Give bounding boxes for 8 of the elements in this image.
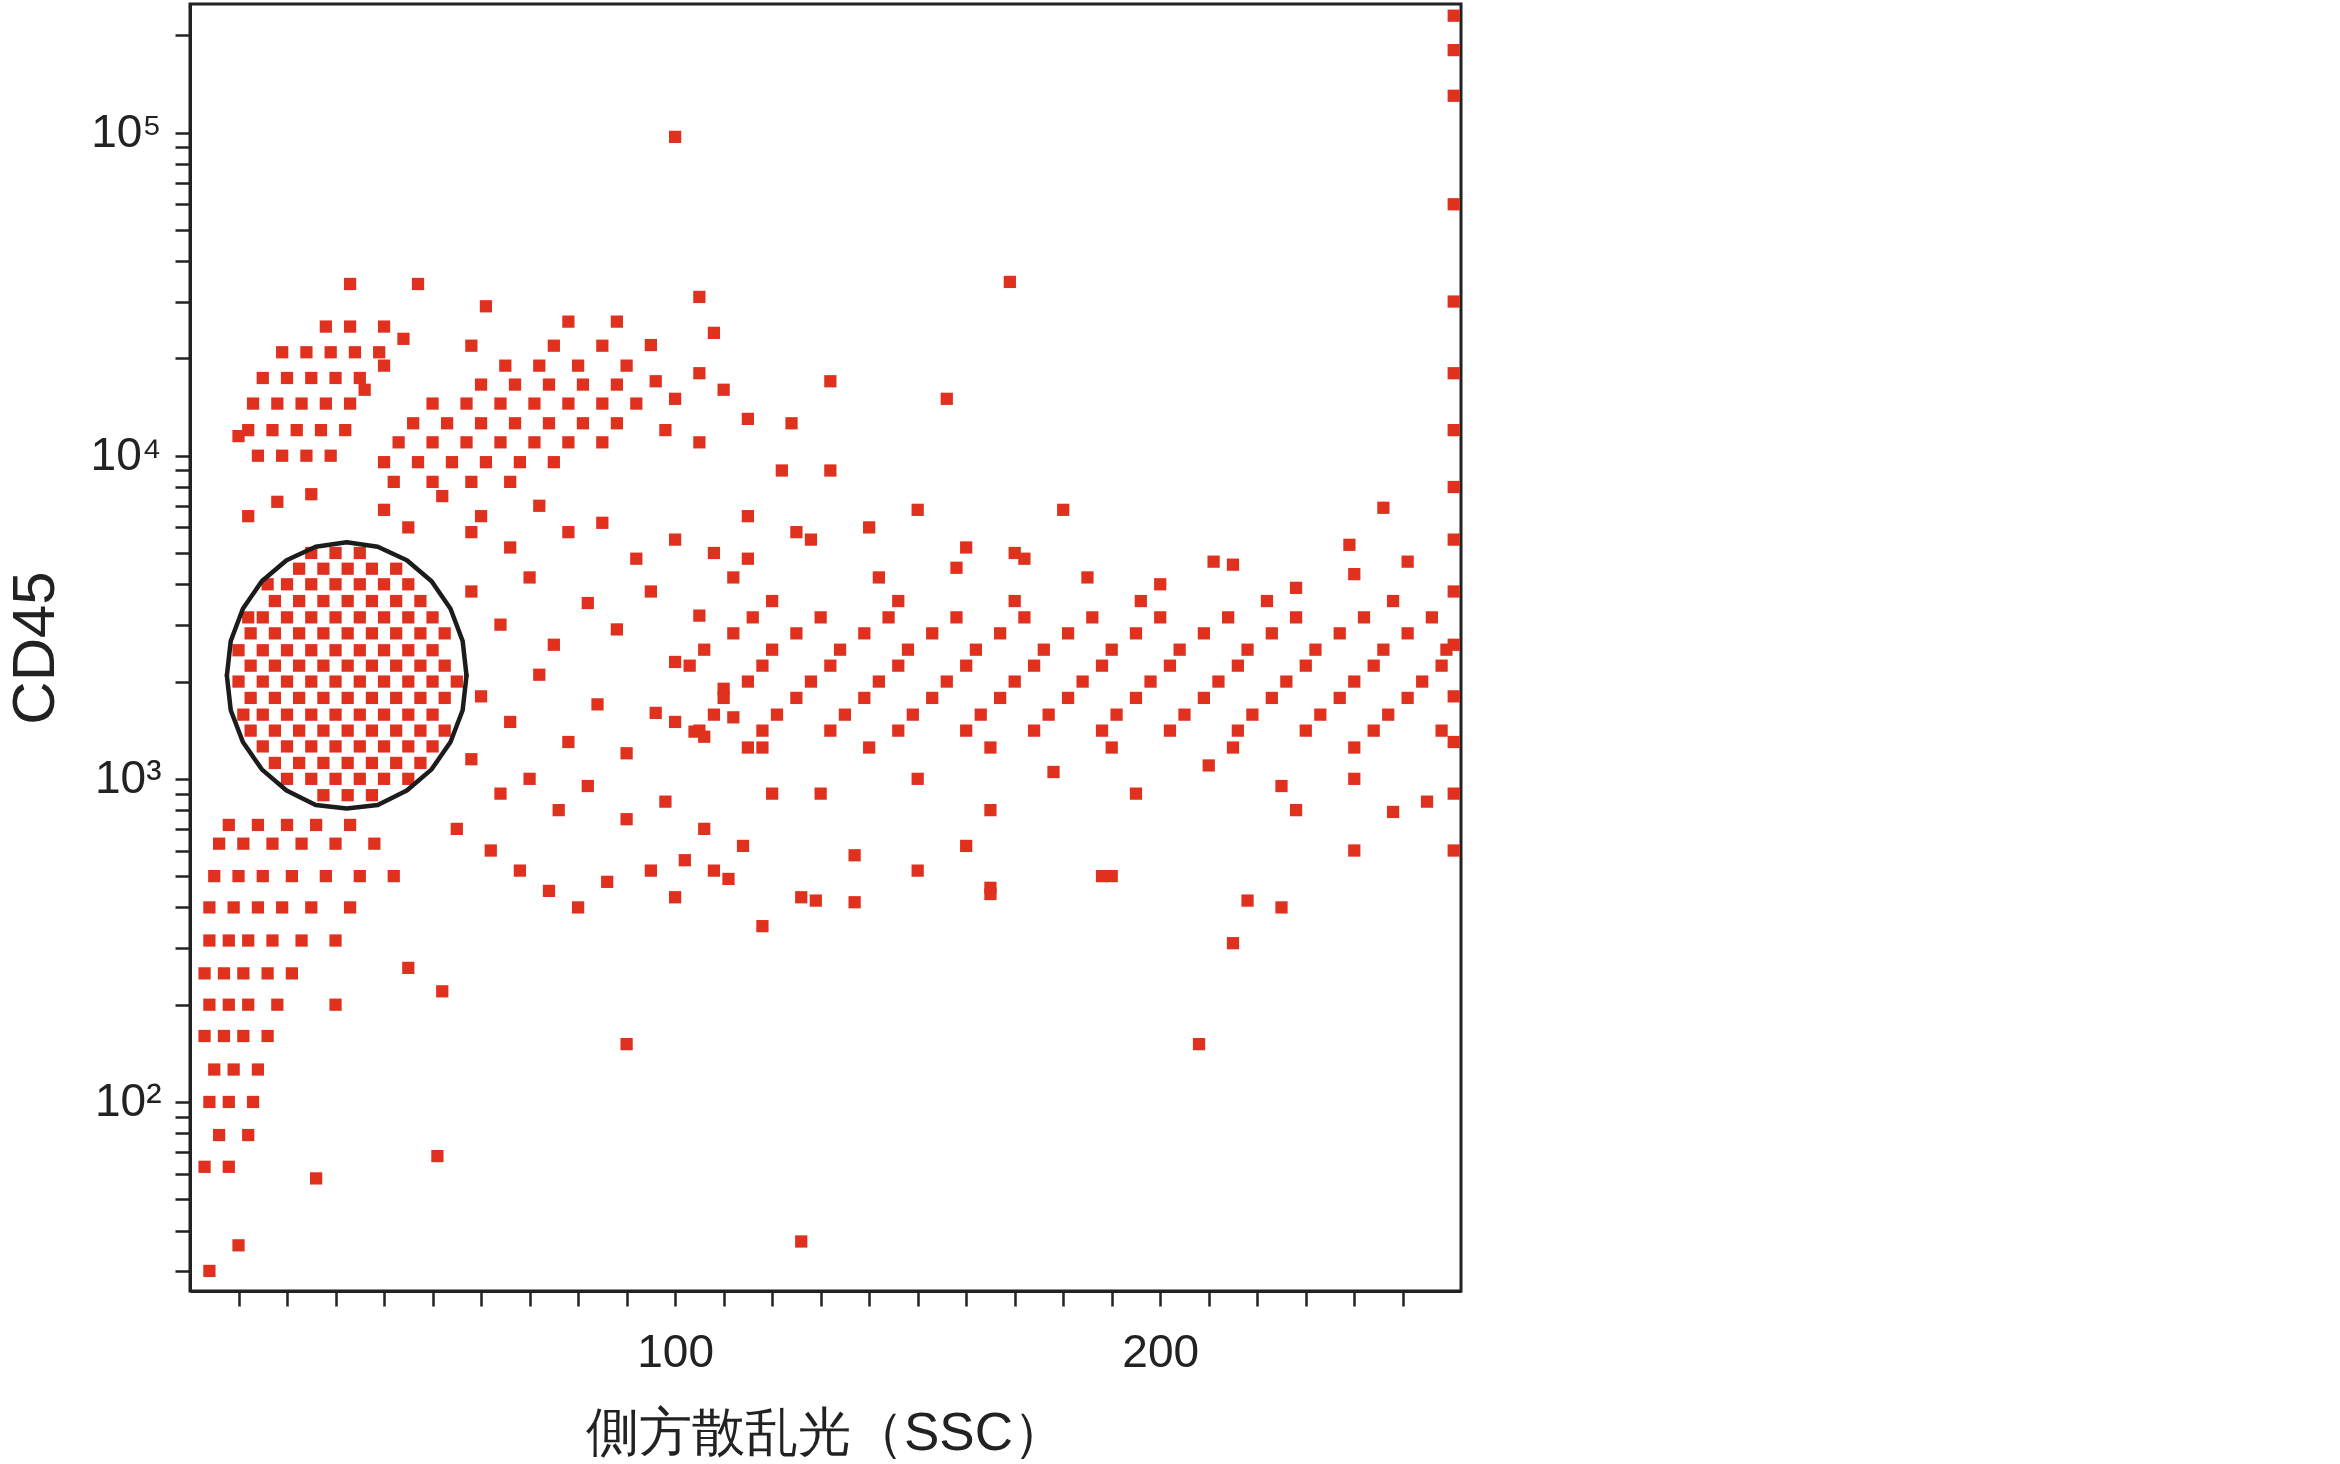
x-axis-title: 側方散乱光（SSC） <box>586 1401 1066 1461</box>
y-tick-label: 10² <box>95 1074 162 1127</box>
x-tick-label: 100 <box>637 1324 714 1377</box>
y-axis-title: CD45 <box>0 571 67 725</box>
y-tick-label: 10³ <box>95 751 162 804</box>
y-tick-label: 10⁴ <box>90 428 162 481</box>
y-tick-label: 10⁵ <box>91 105 162 158</box>
x-tick-label: 200 <box>1122 1324 1200 1377</box>
